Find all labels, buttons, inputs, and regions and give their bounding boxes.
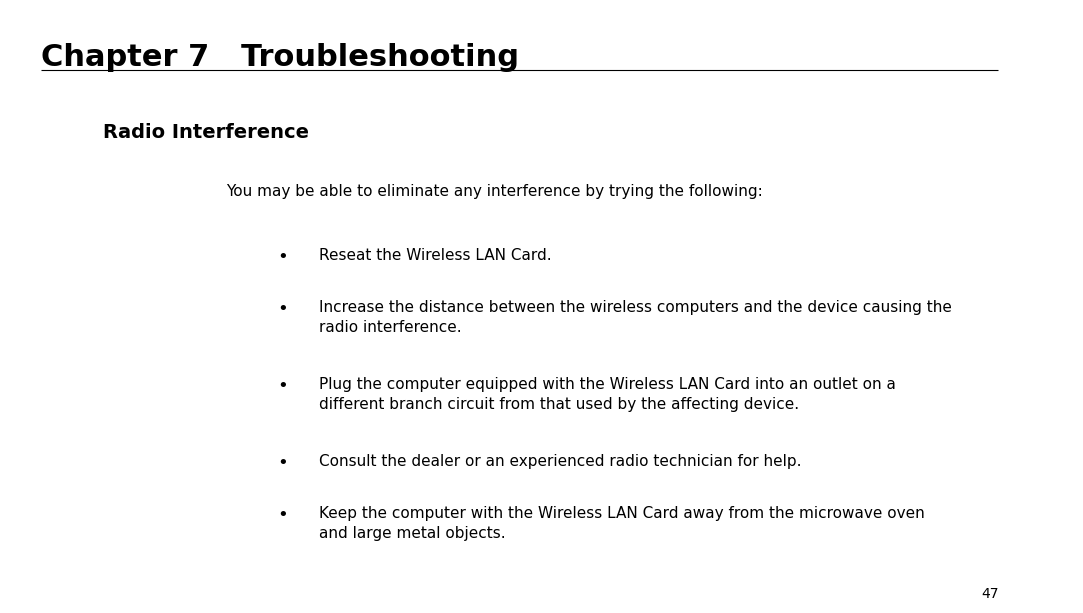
Text: Consult the dealer or an experienced radio technician for help.: Consult the dealer or an experienced rad… (319, 454, 801, 468)
Text: •: • (277, 248, 288, 266)
Text: Chapter 7   Troubleshooting: Chapter 7 Troubleshooting (41, 43, 519, 72)
Text: Increase the distance between the wireless computers and the device causing the
: Increase the distance between the wirele… (319, 300, 952, 335)
Text: •: • (277, 506, 288, 524)
Text: •: • (277, 377, 288, 395)
Text: •: • (277, 454, 288, 471)
Text: Keep the computer with the Wireless LAN Card away from the microwave oven
and la: Keep the computer with the Wireless LAN … (319, 506, 925, 541)
Text: 47: 47 (981, 587, 999, 601)
Text: Plug the computer equipped with the Wireless LAN Card into an outlet on a
differ: Plug the computer equipped with the Wire… (319, 377, 896, 412)
Text: •: • (277, 300, 288, 318)
Text: You may be able to eliminate any interference by trying the following:: You may be able to eliminate any interfe… (226, 184, 764, 199)
Text: Reseat the Wireless LAN Card.: Reseat the Wireless LAN Card. (319, 248, 551, 263)
Text: Radio Interference: Radio Interference (103, 123, 309, 142)
